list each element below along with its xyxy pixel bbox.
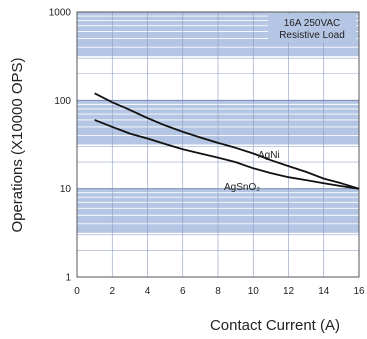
y-tick-label: 1 — [65, 273, 71, 284]
x-axis-title: Contact Current (A) — [210, 317, 340, 334]
series-line-agni — [94, 92, 360, 190]
x-tick-label: 8 — [215, 286, 221, 297]
series-label-agni: AgNi — [258, 150, 280, 161]
annotation-background — [268, 14, 356, 42]
y-tick-labels: 1 10 100 1000 — [49, 8, 72, 284]
plot-frame — [76, 11, 360, 278]
series-label-agsno2: AgSnO₂ — [224, 182, 260, 193]
x-tick-label: 4 — [145, 286, 151, 297]
x-tick-labels: 0 2 4 6 8 10 12 14 16 — [74, 286, 365, 297]
series-lines — [94, 92, 360, 190]
annotation-line-1: 16A 250VAC — [284, 18, 341, 29]
y-tick-label: 100 — [54, 96, 71, 107]
x-tick-label: 16 — [353, 286, 365, 297]
y-axis-title: Operations (X10000 OPS) — [9, 57, 26, 232]
x-tick-label: 12 — [283, 286, 295, 297]
x-tick-label: 2 — [109, 286, 115, 297]
series-line-agsno2 — [94, 119, 360, 190]
x-tick-label: 10 — [248, 286, 260, 297]
x-tick-label: 6 — [180, 286, 186, 297]
annotation-line-2: Resistive Load — [279, 30, 345, 41]
y-tick-label: 10 — [60, 184, 72, 195]
x-tick-label: 0 — [74, 286, 80, 297]
annotation-box: 16A 250VAC Resistive Load — [268, 14, 356, 42]
y-tick-label: 1000 — [49, 8, 72, 19]
x-tick-label: 14 — [318, 286, 330, 297]
